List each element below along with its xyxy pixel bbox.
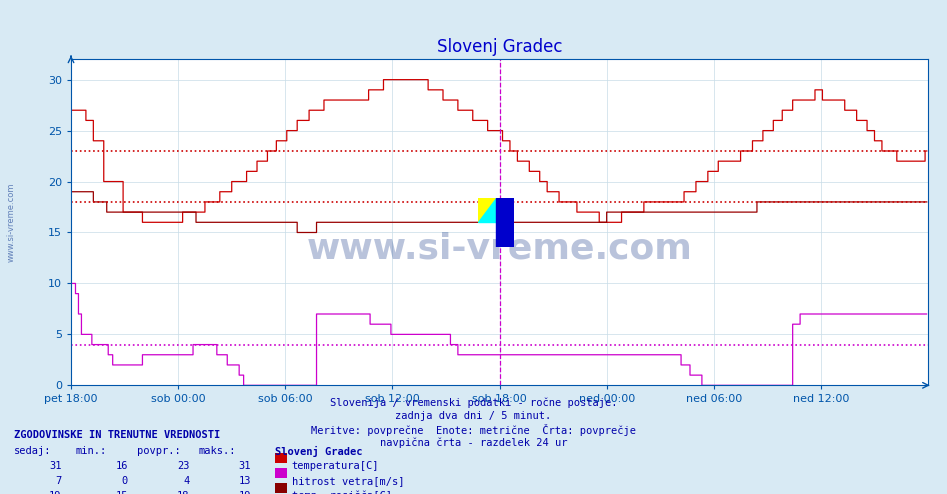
Text: 31: 31 xyxy=(49,461,62,471)
Text: 4: 4 xyxy=(183,476,189,486)
Text: temperatura[C]: temperatura[C] xyxy=(292,461,379,471)
Text: www.si-vreme.com: www.si-vreme.com xyxy=(7,183,16,262)
Polygon shape xyxy=(478,198,496,222)
Text: povpr.:: povpr.: xyxy=(137,446,181,456)
Text: Slovenj Gradec: Slovenj Gradec xyxy=(275,446,362,457)
Text: temp. rosišča[C]: temp. rosišča[C] xyxy=(292,491,392,494)
Text: zadnja dva dni / 5 minut.: zadnja dva dni / 5 minut. xyxy=(396,411,551,421)
Text: www.si-vreme.com: www.si-vreme.com xyxy=(307,231,692,265)
Text: navpična črta - razdelek 24 ur: navpična črta - razdelek 24 ur xyxy=(380,438,567,448)
Text: 19: 19 xyxy=(239,491,251,494)
Text: 18: 18 xyxy=(177,491,189,494)
Text: Slovenija / vremenski podatki - ročne postaje.: Slovenija / vremenski podatki - ročne po… xyxy=(330,398,617,408)
Text: 16: 16 xyxy=(116,461,128,471)
Polygon shape xyxy=(478,198,496,222)
Title: Slovenj Gradec: Slovenj Gradec xyxy=(437,39,563,56)
Text: 31: 31 xyxy=(239,461,251,471)
Text: hitrost vetra[m/s]: hitrost vetra[m/s] xyxy=(292,476,404,486)
Text: 13: 13 xyxy=(239,476,251,486)
Text: 23: 23 xyxy=(177,461,189,471)
Text: Meritve: povprečne  Enote: metrične  Črta: povprečje: Meritve: povprečne Enote: metrične Črta:… xyxy=(311,424,636,436)
Text: maks.:: maks.: xyxy=(199,446,237,456)
Text: 15: 15 xyxy=(116,491,128,494)
Polygon shape xyxy=(496,198,514,247)
Text: sedaj:: sedaj: xyxy=(14,446,52,456)
Text: ZGODOVINSKE IN TRENUTNE VREDNOSTI: ZGODOVINSKE IN TRENUTNE VREDNOSTI xyxy=(14,430,221,440)
Text: 7: 7 xyxy=(55,476,62,486)
Text: 0: 0 xyxy=(121,476,128,486)
Text: min.:: min.: xyxy=(76,446,107,456)
Text: 19: 19 xyxy=(49,491,62,494)
